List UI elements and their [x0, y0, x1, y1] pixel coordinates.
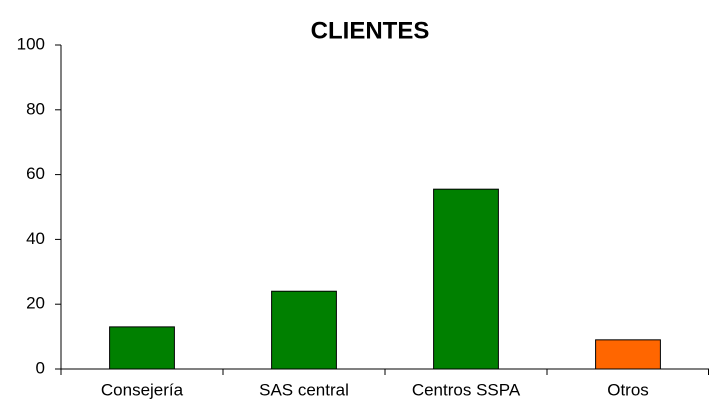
y-tick-label: 20 [26, 294, 45, 313]
y-tick-label: 0 [36, 358, 45, 377]
x-tick-label: SAS central [259, 380, 349, 399]
bar [433, 188, 499, 370]
bar [109, 326, 175, 370]
y-tick-label: 80 [26, 99, 45, 118]
y-tick-label: 100 [17, 34, 45, 53]
x-tick-label: Consejería [101, 380, 184, 399]
y-tick-label: 60 [26, 164, 45, 183]
x-tick-label: Otros [607, 380, 649, 399]
bar [595, 339, 661, 370]
x-tick-label: Centros SSPA [412, 380, 521, 399]
chart-title: CLIENTES [311, 17, 430, 44]
bar [271, 290, 337, 370]
y-tick-label: 40 [26, 229, 45, 248]
